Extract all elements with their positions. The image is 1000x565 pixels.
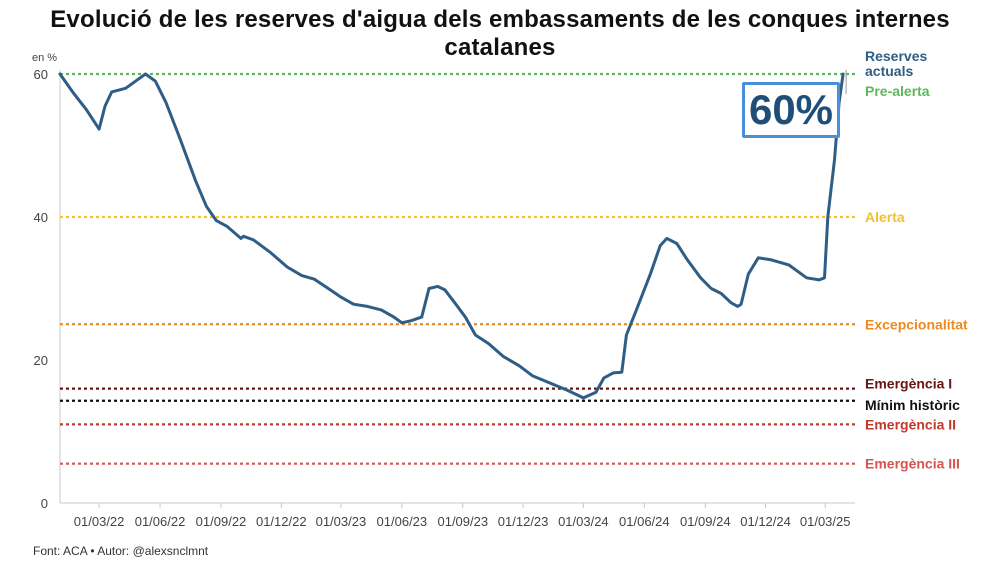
chart-title: Evolució de les reserves d'aigua dels em… — [50, 6, 950, 61]
series-annotation-line2: actuals — [865, 63, 913, 79]
x-tick-label: 01/03/25 — [800, 514, 851, 529]
x-tick-label: 01/12/23 — [498, 514, 549, 529]
y-tick-label: 0 — [41, 496, 48, 511]
y-tick-label: 20 — [34, 353, 48, 368]
x-tick-label: 01/03/23 — [316, 514, 367, 529]
reference-line-label: Emergència III — [865, 456, 960, 472]
x-tick-label: 01/12/22 — [256, 514, 307, 529]
x-tick-label: 01/03/22 — [74, 514, 125, 529]
reference-line-label: Emergència II — [865, 416, 956, 432]
x-tick-label: 01/06/23 — [377, 514, 428, 529]
x-tick-label: 01/09/24 — [680, 514, 731, 529]
reference-line-label: Alerta — [865, 209, 905, 225]
reference-line-label: Emergència I — [865, 376, 952, 392]
y-tick-label: 40 — [34, 210, 48, 225]
reference-line-label: Mínim històric — [865, 397, 960, 413]
x-tick-label: 01/09/22 — [196, 514, 247, 529]
x-tick-label: 01/06/24 — [619, 514, 670, 529]
current-value-badge: 60% — [742, 82, 840, 138]
x-tick-label: 01/06/22 — [135, 514, 186, 529]
reference-line-label: Pre-alerta — [865, 83, 930, 99]
series-annotation-line1: Reserves — [865, 48, 927, 64]
reference-line-label: Excepcionalitat — [865, 316, 968, 332]
y-tick-label: 60 — [34, 67, 48, 82]
x-tick-label: 01/09/23 — [437, 514, 488, 529]
x-tick-label: 01/03/24 — [558, 514, 609, 529]
series-line — [58, 72, 845, 400]
x-tick-label: 01/12/24 — [740, 514, 791, 529]
source-credit: Font: ACA • Autor: @alexsnclmnt — [33, 544, 209, 558]
y-axis-unit: en % — [32, 52, 58, 64]
